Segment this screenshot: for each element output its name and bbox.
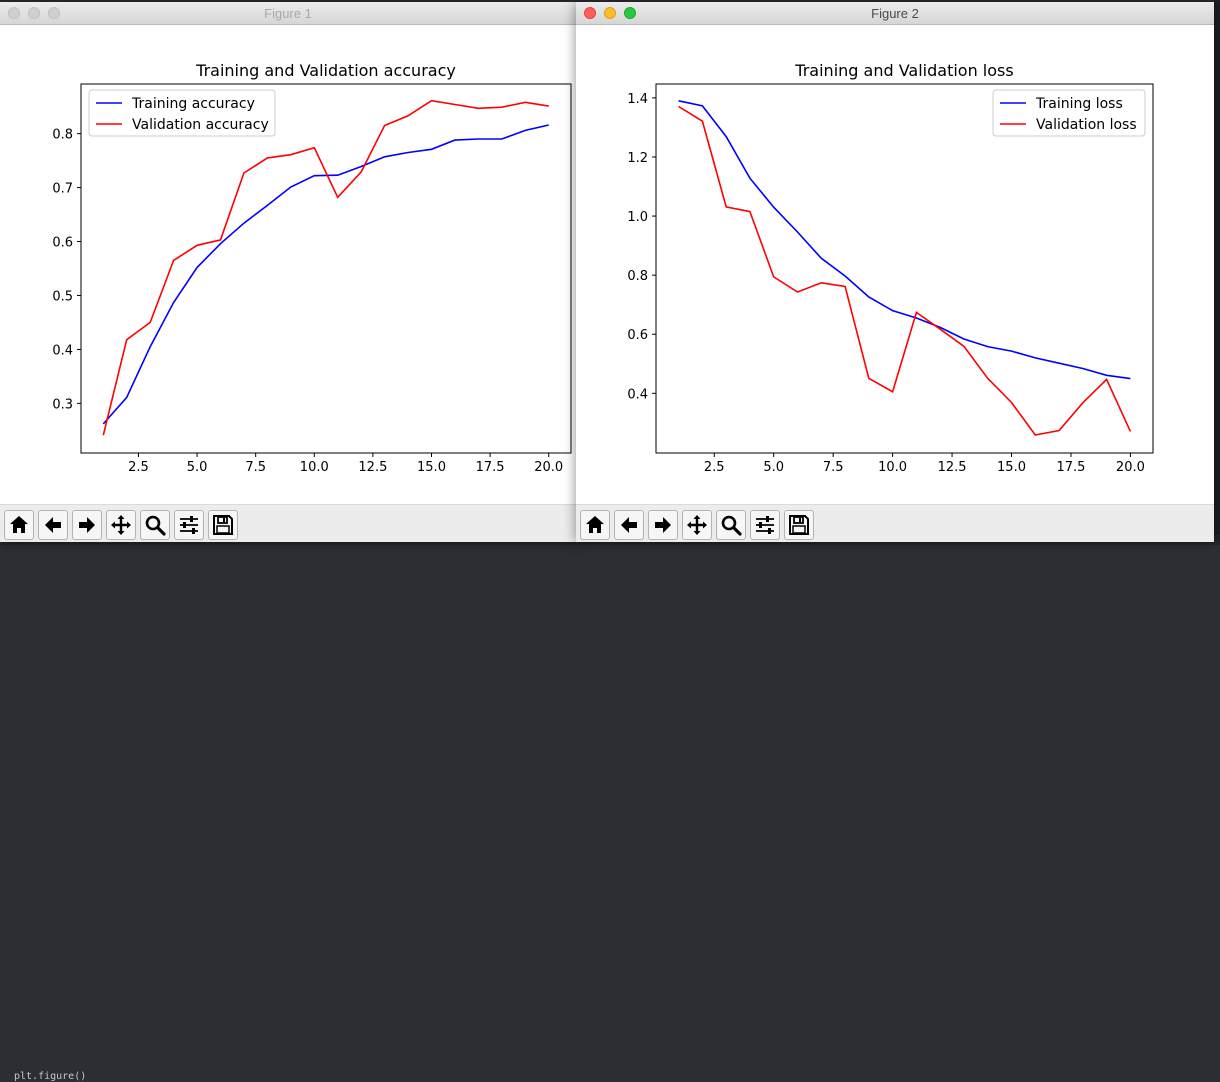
x-tick-label: 17.5: [1056, 460, 1085, 475]
x-tick-label: 2.5: [704, 460, 725, 475]
y-tick-label: 0.5: [52, 289, 73, 304]
y-tick-label: 1.2: [627, 151, 648, 166]
figure-canvas[interactable]: Training and Validation accuracy 2.5 5.0 7.…: [0, 25, 576, 503]
save-button[interactable]: [784, 510, 814, 540]
y-tick-label: 0.8: [52, 128, 73, 143]
maximize-button[interactable]: [48, 7, 60, 19]
y-tick-label: 0.6: [52, 236, 73, 251]
y-tick-label: 0.3: [52, 397, 73, 412]
y-tick-label: 1.0: [627, 210, 648, 225]
figure-canvas[interactable]: Training and Validation loss 2.5 5.0 7.5 10.…: [576, 25, 1214, 503]
legend-label: Validation accuracy: [132, 117, 269, 133]
legend: Training accuracy Validation accuracy: [88, 89, 276, 137]
x-tick-label: 2.5: [128, 460, 149, 475]
forward-button[interactable]: [648, 510, 678, 540]
figure-2-window: Figure 2 Training and Validation loss 2.5…: [576, 2, 1214, 542]
home-button[interactable]: [4, 510, 34, 540]
y-tick-label: 0.4: [627, 387, 648, 402]
axes-frame: [80, 83, 572, 454]
navigation-toolbar: [0, 504, 576, 542]
arrow-left-icon: [621, 517, 637, 533]
pan-button[interactable]: [682, 510, 712, 540]
chart-title: Training and Validation loss: [794, 61, 1013, 80]
x-tick-label: 15.0: [417, 460, 446, 475]
y-tick-label: 0.6: [627, 328, 648, 343]
x-tick-label: 17.5: [476, 460, 505, 475]
back-button[interactable]: [38, 510, 68, 540]
y-tick-label: 0.4: [52, 343, 73, 358]
y-tick-label: 0.8: [627, 269, 648, 284]
series-line-validation: [678, 105, 1132, 436]
axes-frame: [655, 83, 1154, 454]
legend-label: Training accuracy: [131, 96, 255, 112]
legend-label: Validation loss: [1036, 117, 1137, 133]
chart-title: Training and Validation accuracy: [195, 61, 456, 80]
close-button[interactable]: [584, 7, 596, 19]
x-tick-label: 20.0: [534, 460, 563, 475]
y-tick-label: 0.7: [52, 182, 73, 197]
maximize-button[interactable]: [624, 7, 636, 19]
legend: Training loss Validation loss: [992, 89, 1146, 137]
series-line-training: [678, 100, 1131, 380]
x-tick-label: 5.0: [763, 460, 784, 475]
configure-subplots-button[interactable]: [174, 510, 204, 540]
x-tick-label: 5.0: [187, 460, 208, 475]
pan-button[interactable]: [106, 510, 136, 540]
home-button[interactable]: [580, 510, 610, 540]
series-line-validation: [102, 99, 549, 436]
x-tick-label: 20.0: [1116, 460, 1145, 475]
close-button[interactable]: [8, 7, 20, 19]
x-tick-label: 7.5: [245, 460, 266, 475]
move-icon: [111, 515, 131, 535]
magnifier-icon: [721, 515, 742, 536]
x-tick-label: 7.5: [823, 460, 844, 475]
floppy-disk-icon: [213, 515, 233, 535]
back-button[interactable]: [614, 510, 644, 540]
legend-label: Training loss: [1035, 96, 1123, 112]
move-icon: [687, 515, 707, 535]
magnifier-icon: [145, 515, 166, 536]
navigation-toolbar: [576, 504, 1214, 542]
terminal-text: plt.figure(): [14, 1071, 87, 1082]
legend-box: [88, 89, 276, 137]
configure-subplots-button[interactable]: [750, 510, 780, 540]
home-icon: [10, 516, 28, 533]
figure-1-window: Figure 1 Training and Validation accurac…: [0, 2, 576, 542]
x-tick-label: 12.5: [938, 460, 967, 475]
y-tick-label: 1.4: [627, 92, 648, 107]
floppy-disk-icon: [789, 515, 809, 535]
x-tick-label: 10.0: [300, 460, 329, 475]
window-title: Figure 2: [871, 6, 919, 21]
sliders-icon: [756, 516, 774, 534]
x-tick-label: 10.0: [878, 460, 907, 475]
window-titlebar[interactable]: Figure 1: [0, 2, 576, 25]
arrow-right-icon: [79, 517, 95, 533]
x-tick-label: 12.5: [358, 460, 387, 475]
legend-box: [992, 89, 1146, 137]
save-button[interactable]: [208, 510, 238, 540]
minimize-button[interactable]: [604, 7, 616, 19]
home-icon: [586, 516, 604, 533]
arrow-left-icon: [45, 517, 61, 533]
arrow-right-icon: [655, 517, 671, 533]
window-titlebar[interactable]: Figure 2: [576, 2, 1214, 25]
x-tick-label: 15.0: [997, 460, 1026, 475]
zoom-button[interactable]: [140, 510, 170, 540]
background-terminal-edge: [1214, 0, 1220, 545]
minimize-button[interactable]: [28, 7, 40, 19]
window-title: Figure 1: [264, 6, 312, 21]
zoom-button[interactable]: [716, 510, 746, 540]
sliders-icon: [180, 516, 198, 534]
series-line-training: [102, 124, 549, 425]
forward-button[interactable]: [72, 510, 102, 540]
